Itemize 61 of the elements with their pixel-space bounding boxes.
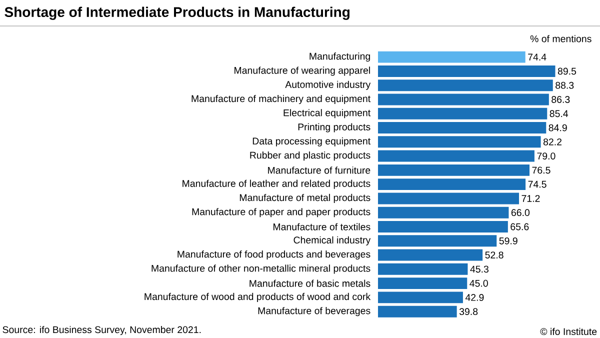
data-label: 71.2 [522, 195, 540, 202]
data-label: 89.5 [558, 68, 576, 75]
y-tick-label: Manufacture of other non-metallic mineral products [152, 264, 370, 274]
y-tick-label: Manufacture of paper and paper products [192, 208, 370, 218]
y-tick-label: Manufacture of wood and products of wood and cork [144, 292, 371, 302]
data-label: 84.9 [548, 124, 567, 132]
text: © ifo Institute [540, 328, 597, 336]
data-label: 66.0 [511, 209, 530, 216]
data-label: 85.4 [550, 110, 568, 118]
bar [378, 164, 530, 176]
data-label: 74.5 [528, 180, 546, 188]
bar [378, 221, 508, 232]
bar [378, 206, 509, 218]
data-label: 74.4 [528, 54, 546, 60]
y-tick-label: Chemical industry [294, 236, 371, 246]
y-tick-label: Manufacture of machinery and equipment [192, 94, 371, 104]
bar [378, 235, 497, 247]
bar [378, 192, 520, 204]
data-label: 86.3 [552, 96, 570, 103]
bar [378, 65, 556, 77]
data-label: 42.9 [465, 294, 484, 301]
data-label: 45.3 [470, 266, 488, 273]
y-tick-label: Manufacture of wearing apparel [234, 66, 370, 76]
data-label: 76.5 [532, 166, 550, 174]
y-tick-label: Data processing equipment [252, 137, 371, 146]
y-tick-label: Rubber and plastic products [250, 152, 370, 161]
y-tick-label: Manufacture of basic metals [250, 280, 370, 287]
data-label: 39.8 [459, 308, 478, 316]
bar [378, 122, 546, 134]
bar [378, 306, 457, 318]
bar [378, 80, 553, 92]
bar [378, 263, 468, 275]
y-tick-label: Electrical equipment [284, 109, 371, 118]
y-tick-label: Manufacture of leather and related products [182, 180, 370, 189]
data-label: 65.6 [510, 223, 529, 230]
y-tick-label: Manufacture of textiles [273, 223, 370, 230]
text: Shortage of Intermediate Products in Manufacturing [4, 6, 350, 20]
y-tick-label: Manufacturing [310, 52, 370, 62]
y-tick-label: Printing products [298, 123, 370, 132]
data-label: 82.2 [543, 138, 562, 146]
y-tick-label: Manufacture of metal products [240, 194, 370, 203]
y-tick-label: Automotive industry [285, 80, 371, 90]
bar [378, 94, 549, 106]
data-label: 45.0 [470, 280, 488, 287]
bar [378, 292, 463, 304]
data-label: 52.8 [485, 252, 504, 258]
source-note: Source: ifo Business Survey, November 2021. [2, 326, 201, 336]
bar [378, 278, 468, 290]
y-tick-label: Manufacture of food products and beverages [178, 250, 370, 260]
bar [378, 178, 526, 190]
data-label: 59.9 [499, 237, 518, 244]
x-axis-title: % of mentions [530, 35, 592, 42]
y-tick-label: Manufacture of furniture [268, 166, 370, 174]
y-tick-label: Manufacture of beverages [258, 307, 370, 316]
bar [378, 51, 526, 63]
bar [378, 249, 483, 261]
data-label: 79.0 [537, 152, 556, 160]
bar [378, 150, 534, 162]
data-label: 88.3 [556, 82, 574, 89]
bar [378, 108, 548, 120]
bar [378, 136, 541, 148]
